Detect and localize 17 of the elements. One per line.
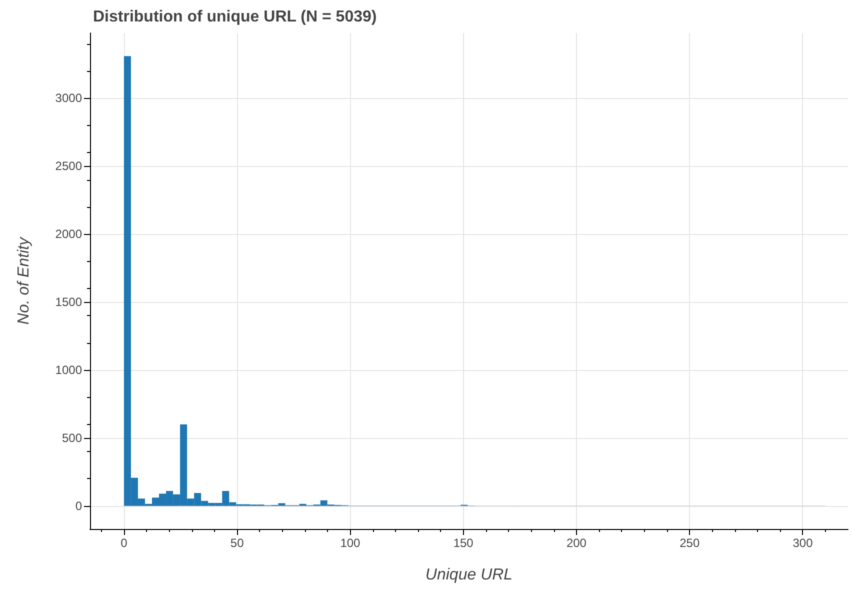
x-tick-label: 250 (680, 536, 700, 550)
y-tick-label: 1000 (55, 363, 82, 378)
x-tick-label: 0 (120, 536, 128, 550)
y-tick-label: 0 (75, 498, 82, 513)
chart-title: Distribution of unique URL (N = 5039) (93, 8, 377, 26)
y-tick-label: 1500 (55, 295, 82, 310)
x-axis-title: Unique URL (425, 566, 513, 584)
x-tick-label: 200 (566, 536, 587, 550)
x-tick-label: 150 (453, 536, 474, 550)
x-tick-label: 300 (792, 536, 814, 550)
y-tick-label: 3000 (55, 91, 82, 106)
y-tick-label: 500 (62, 430, 82, 445)
x-tick-label: 100 (340, 536, 361, 550)
x-tick-label: 50 (230, 536, 244, 550)
y-tick-label: 2500 (55, 159, 82, 174)
y-tick-label: 2000 (55, 227, 82, 242)
y-axis-title: No. of Entity (16, 236, 32, 325)
